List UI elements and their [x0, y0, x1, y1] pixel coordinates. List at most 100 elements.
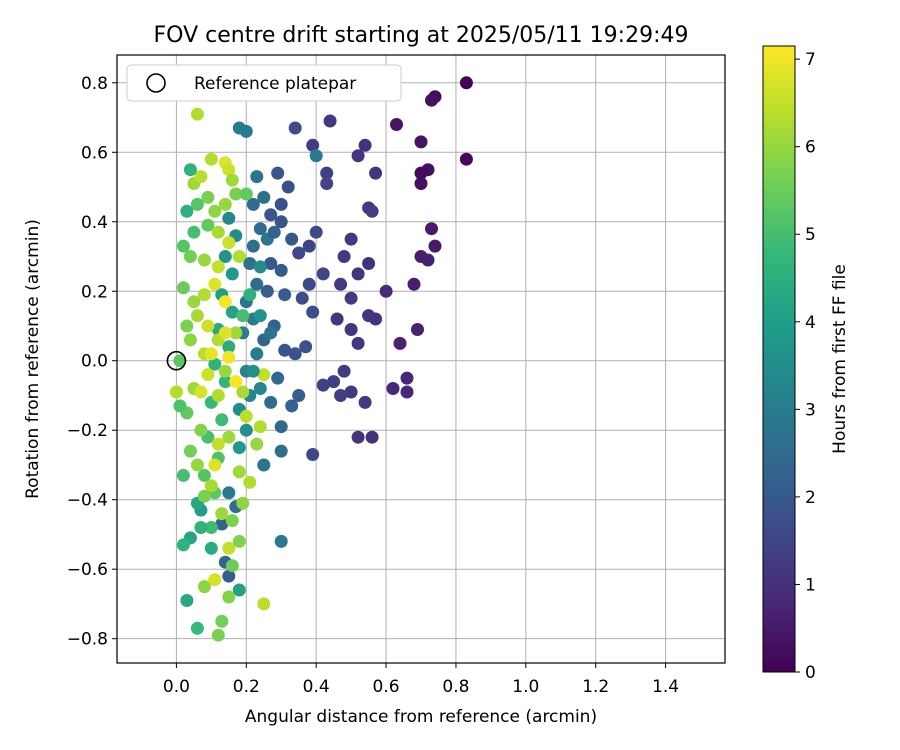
data-point: [194, 521, 208, 534]
data-point: [173, 399, 187, 413]
data-point: [285, 232, 299, 246]
x-tick-label: 0.8: [442, 677, 469, 697]
data-point: [222, 486, 236, 500]
data-point: [204, 521, 218, 534]
data-point: [190, 458, 204, 472]
data-point: [208, 458, 222, 472]
data-point: [169, 385, 183, 399]
colorbar-tick-label: 0: [805, 663, 816, 683]
data-point: [414, 166, 428, 180]
data-point: [190, 197, 204, 211]
data-point: [274, 215, 288, 229]
y-tick-label: −0.4: [67, 491, 108, 511]
y-axis: −0.8 −0.6 −0.4 −0.2 0.0 0.2 0.4 0.6 0.8: [67, 74, 117, 650]
legend-reference-marker: [146, 73, 166, 93]
data-point: [250, 437, 264, 451]
data-point: [250, 170, 264, 184]
colorbar-tick-label: 3: [805, 400, 816, 420]
data-point: [260, 284, 274, 298]
data-point: [225, 305, 239, 319]
data-point: [236, 385, 250, 399]
data-points: [169, 76, 473, 642]
y-tick-label: −0.6: [67, 560, 108, 580]
chart-title: FOV centre drift starting at 2025/05/11 …: [154, 23, 689, 48]
data-point: [239, 187, 253, 201]
data-point: [369, 312, 383, 326]
data-point: [232, 583, 246, 597]
data-point: [183, 444, 197, 458]
data-point: [400, 371, 414, 385]
data-point: [239, 124, 253, 138]
data-point: [292, 389, 306, 402]
data-point: [285, 399, 299, 413]
data-point: [218, 364, 232, 378]
data-point: [222, 236, 236, 250]
data-point: [225, 559, 239, 573]
data-point: [176, 538, 190, 552]
data-point: [344, 291, 358, 305]
data-point: [197, 288, 211, 302]
data-point: [299, 340, 313, 354]
data-point: [211, 389, 225, 402]
data-point: [176, 281, 190, 295]
data-point: [351, 336, 365, 350]
grid: [117, 55, 725, 663]
data-point: [211, 260, 225, 274]
data-point: [197, 468, 211, 482]
data-point: [365, 430, 379, 444]
data-point: [264, 208, 278, 222]
data-point: [253, 222, 267, 236]
data-point: [393, 336, 407, 350]
y-tick-label: 0.4: [81, 213, 108, 233]
data-point: [218, 197, 232, 211]
data-point: [295, 291, 309, 305]
colorbar-label: Hours from first FF file: [830, 264, 850, 454]
data-point: [222, 541, 236, 555]
data-point: [204, 347, 218, 361]
data-point: [288, 121, 302, 135]
data-point: [197, 253, 211, 267]
data-point: [369, 166, 383, 180]
data-point: [257, 597, 271, 611]
data-point: [246, 239, 260, 253]
data-point: [316, 267, 330, 281]
data-point: [379, 284, 393, 298]
plot-area: [116, 54, 726, 664]
data-point: [428, 239, 442, 253]
data-point: [302, 239, 316, 253]
data-point: [274, 263, 288, 277]
data-point: [222, 163, 236, 177]
data-point: [232, 534, 246, 548]
data-point: [208, 573, 222, 587]
data-point: [218, 375, 232, 389]
data-point: [271, 371, 285, 385]
data-point: [232, 441, 246, 455]
data-point: [187, 225, 201, 239]
data-point: [180, 204, 194, 218]
y-axis-label: Rotation from reference (arcmin): [23, 219, 43, 499]
data-point: [215, 517, 229, 531]
data-point: [225, 267, 239, 281]
data-point: [306, 138, 320, 152]
data-point: [201, 368, 215, 382]
data-point: [218, 250, 232, 263]
legend: Reference platepar: [126, 64, 402, 102]
data-point: [215, 507, 229, 521]
data-point: [257, 190, 271, 204]
data-point: [176, 239, 190, 253]
data-point: [243, 257, 257, 270]
reference-marker-group: [166, 350, 187, 371]
data-point: [459, 76, 473, 90]
data-point: [344, 385, 358, 399]
data-point: [414, 250, 428, 263]
data-point: [211, 437, 225, 451]
data-point: [407, 277, 421, 291]
data-point: [229, 187, 243, 201]
data-point: [208, 277, 222, 291]
data-point: [222, 590, 236, 604]
data-point: [204, 152, 218, 166]
y-tick-label: −0.2: [67, 421, 108, 441]
x-axis-label: Angular distance from reference (arcmin): [245, 707, 597, 727]
data-point: [225, 514, 239, 528]
data-point: [358, 395, 372, 409]
